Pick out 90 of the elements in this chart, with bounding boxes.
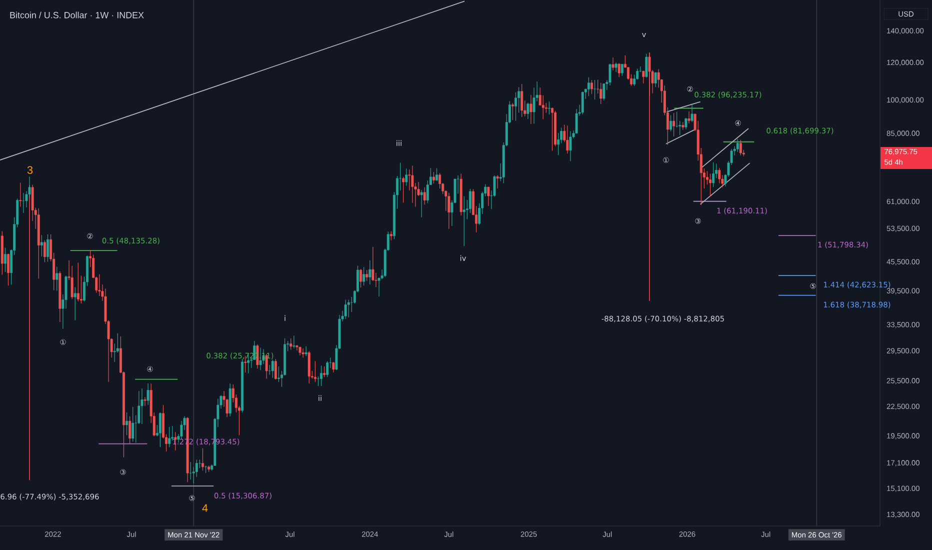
candlestick xyxy=(19,182,22,207)
candlestick xyxy=(411,165,414,204)
candlestick xyxy=(645,53,648,78)
candlestick xyxy=(146,383,150,406)
candlestick xyxy=(46,234,49,262)
candlestick xyxy=(292,335,296,349)
candlestick xyxy=(600,82,602,104)
candlestick xyxy=(202,448,204,471)
candlestick xyxy=(530,94,532,124)
candlestick xyxy=(550,107,554,152)
candlestick xyxy=(612,57,614,71)
candlestick xyxy=(594,80,596,100)
candlestick xyxy=(648,52,651,97)
candlestick xyxy=(132,406,134,442)
candlestick xyxy=(690,104,694,122)
candlestick xyxy=(448,192,450,230)
annotation: 3 xyxy=(27,166,33,174)
candlestick xyxy=(168,426,171,448)
candlestick xyxy=(402,176,405,203)
candlestick xyxy=(670,114,672,132)
candlestick xyxy=(436,168,438,182)
candlestick xyxy=(542,94,544,120)
candlestick xyxy=(496,174,499,189)
candlestick xyxy=(128,416,132,444)
candlestick xyxy=(618,62,620,78)
candlestick xyxy=(76,262,80,302)
candlestick xyxy=(140,388,144,424)
candlestick xyxy=(308,350,310,384)
text: Bitcoin / U.S. Dollar · 1W · INDEX xyxy=(10,12,144,18)
candlestick xyxy=(672,112,676,137)
candlestick xyxy=(420,190,423,218)
candlestick xyxy=(566,125,569,154)
candlestick xyxy=(43,240,46,262)
candlestick xyxy=(423,187,426,205)
candlestick xyxy=(608,63,612,86)
candlestick xyxy=(126,412,128,436)
candlestick xyxy=(684,118,688,130)
candlestick xyxy=(511,102,514,120)
candlestick xyxy=(602,83,606,101)
candlestick xyxy=(487,186,490,206)
candlestick xyxy=(432,172,435,184)
annotation: 4 xyxy=(202,504,208,512)
candlestick xyxy=(158,412,162,448)
candlestick xyxy=(462,196,466,246)
candlestick xyxy=(304,346,308,356)
candlestick xyxy=(642,70,645,84)
candlestick xyxy=(144,396,146,406)
candlestick xyxy=(320,365,322,386)
candlestick xyxy=(56,266,58,292)
candlestick xyxy=(368,260,372,285)
candlestick xyxy=(657,68,660,88)
candlestick xyxy=(569,130,572,162)
candlestick xyxy=(548,101,550,115)
candlestick xyxy=(739,140,742,156)
candlestick xyxy=(40,234,43,257)
candlestick xyxy=(296,344,298,351)
candlestick xyxy=(688,111,690,124)
candlestick xyxy=(4,247,6,272)
candlestick xyxy=(736,138,739,152)
candlestick xyxy=(590,80,593,94)
candlestick xyxy=(581,91,584,115)
candlestick xyxy=(290,338,292,350)
candlestick xyxy=(344,299,347,320)
candlestick xyxy=(347,299,350,318)
candlestick xyxy=(274,358,277,380)
candlestick xyxy=(587,76,590,96)
candlestick xyxy=(316,376,320,386)
candlestick xyxy=(332,362,335,373)
candlestick xyxy=(614,62,618,72)
candlestick xyxy=(676,111,678,128)
candlestick xyxy=(390,230,392,241)
candlestick xyxy=(405,168,408,186)
candlestick xyxy=(709,173,712,197)
candlestick xyxy=(426,180,429,204)
candlestick xyxy=(366,270,368,282)
candlestick xyxy=(520,84,524,118)
candlestick xyxy=(360,268,362,288)
candlestick xyxy=(620,64,624,76)
candlestick xyxy=(654,72,657,88)
candlestick xyxy=(326,360,329,378)
candlestick xyxy=(712,162,715,188)
candlestick xyxy=(362,266,366,286)
candlestick xyxy=(526,102,530,120)
candlestick xyxy=(314,360,316,382)
candlestick xyxy=(271,359,274,378)
candlestick xyxy=(74,286,76,321)
candlestick xyxy=(302,348,304,358)
candlestick xyxy=(7,253,10,286)
candlestick xyxy=(718,168,721,184)
candlestick xyxy=(323,366,326,378)
